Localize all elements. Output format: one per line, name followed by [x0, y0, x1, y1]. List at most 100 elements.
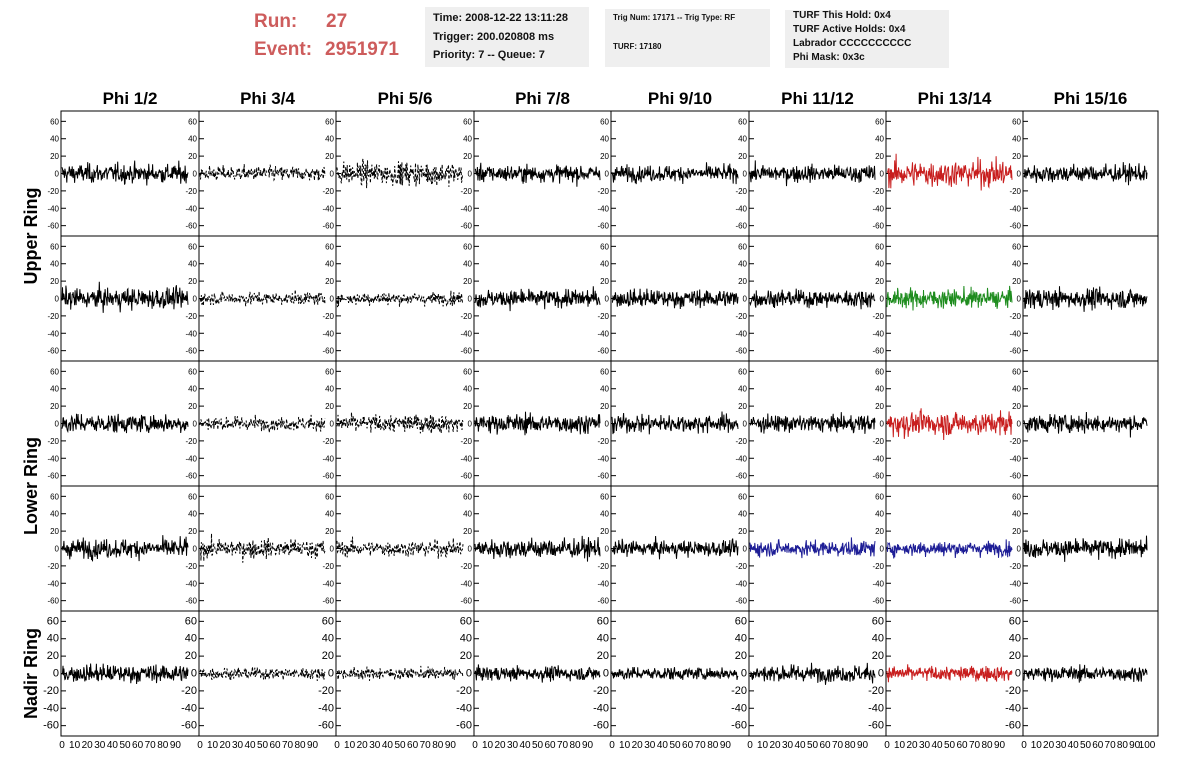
y-tick-label: -40	[597, 454, 609, 463]
y-tick-label: 40	[738, 260, 747, 269]
y-tick-label: -60	[47, 347, 59, 356]
y-tick-label: 20	[1012, 527, 1021, 536]
y-tick-label: 0	[605, 295, 610, 304]
waveform-trace	[749, 412, 876, 434]
y-tick-label: -20	[597, 437, 609, 446]
y-tick-label: -60	[185, 472, 197, 481]
x-tick-label: 90	[994, 740, 1006, 751]
y-tick-label: -20	[872, 187, 884, 196]
y-tick-label: 60	[188, 492, 197, 501]
y-tick-label: -20	[1009, 312, 1021, 321]
y-tick-label: 40	[1009, 633, 1021, 645]
y-tick-label: 20	[735, 650, 747, 662]
x-tick-label: 10	[619, 740, 631, 751]
y-tick-label: 20	[600, 402, 609, 411]
y-tick-label: 0	[468, 295, 473, 304]
y-tick-label: 0	[330, 295, 335, 304]
y-tick-label: 0	[191, 668, 197, 680]
turf-active-text: TURF Active Holds: 0x4	[793, 24, 906, 35]
y-tick-label: 20	[463, 152, 472, 161]
x-tick-label: 60	[132, 740, 144, 751]
x-tick-label: 10	[482, 740, 494, 751]
x-tick-label: 80	[294, 740, 306, 751]
y-tick-label: -20	[185, 312, 197, 321]
waveform-trace	[611, 666, 739, 681]
y-tick-label: 60	[735, 615, 747, 627]
y-tick-label: -60	[460, 347, 472, 356]
y-tick-label: -20	[872, 562, 884, 571]
y-tick-label: 40	[875, 260, 884, 269]
y-tick-label: 20	[188, 527, 197, 536]
y-tick-label: 0	[880, 295, 885, 304]
x-tick-label: 20	[769, 740, 781, 751]
y-tick-label: 0	[468, 420, 473, 429]
x-tick-label: 20	[906, 740, 918, 751]
y-tick-label: 40	[1012, 510, 1021, 519]
x-tick-label: 80	[1117, 740, 1129, 751]
y-tick-label: 40	[50, 385, 59, 394]
y-tick-label: -40	[322, 329, 334, 338]
waveform-trace	[1023, 411, 1148, 438]
y-tick-label: -40	[185, 329, 197, 338]
y-tick-label: 40	[47, 633, 59, 645]
y-tick-label: -40	[181, 702, 197, 714]
y-tick-label: 0	[193, 545, 198, 554]
y-tick-label: -20	[735, 437, 747, 446]
y-tick-label: -20	[1009, 562, 1021, 571]
y-tick-label: -20	[460, 437, 472, 446]
y-tick-label: -40	[868, 702, 884, 714]
y-tick-label: -40	[1009, 329, 1021, 338]
x-tick-label: 70	[695, 740, 707, 751]
x-tick-label: 60	[269, 740, 281, 751]
x-tick-label: 50	[532, 740, 544, 751]
y-tick-label: 20	[50, 527, 59, 536]
waveform-trace	[749, 160, 876, 187]
x-tick-label: 70	[145, 740, 157, 751]
y-tick-label: 20	[875, 277, 884, 286]
waveform-trace	[336, 290, 464, 308]
y-tick-label: -60	[735, 597, 747, 606]
y-tick-label: 20	[185, 650, 197, 662]
y-tick-label: -20	[868, 685, 884, 697]
waveform-trace	[336, 157, 464, 189]
y-tick-label: -40	[872, 454, 884, 463]
y-tick-label: 0	[55, 420, 60, 429]
y-tick-label: -40	[597, 329, 609, 338]
x-tick-label: 30	[232, 740, 244, 751]
x-tick-label: 10	[894, 740, 906, 751]
waveform-trace	[886, 664, 1013, 683]
y-tick-label: -40	[597, 204, 609, 213]
y-tick-label: 0	[193, 170, 198, 179]
x-tick-label: 60	[682, 740, 694, 751]
x-tick-label: 40	[1068, 740, 1080, 751]
y-tick-label: -60	[735, 222, 747, 231]
x-tick-label: 20	[1043, 740, 1055, 751]
y-tick-label: 0	[53, 668, 59, 680]
x-tick-label: 30	[1055, 740, 1067, 751]
y-tick-label: -20	[597, 312, 609, 321]
waveform-trace	[886, 408, 1013, 441]
x-tick-label: 70	[969, 740, 981, 751]
column-title: Phi 9/10	[648, 89, 712, 108]
x-tick-label: 70	[832, 740, 844, 751]
waveform-trace	[61, 413, 189, 434]
waveform-trace	[199, 533, 326, 563]
y-tick-label: -40	[1009, 454, 1021, 463]
y-tick-label: 60	[185, 615, 197, 627]
x-tick-label: 30	[507, 740, 519, 751]
y-tick-label: 0	[605, 170, 610, 179]
x-tick-label: 90	[170, 740, 182, 751]
y-tick-label: 0	[603, 668, 609, 680]
y-tick-label: -20	[735, 312, 747, 321]
x-tick-label: 0	[884, 740, 890, 751]
y-tick-label: -60	[47, 472, 59, 481]
y-tick-label: 0	[55, 170, 60, 179]
x-tick-label: 70	[420, 740, 432, 751]
y-tick-label: 20	[463, 527, 472, 536]
y-tick-label: -20	[1005, 685, 1021, 697]
y-tick-label: -20	[47, 437, 59, 446]
column-title: Phi 1/2	[103, 89, 158, 108]
y-tick-label: 40	[460, 633, 472, 645]
x-tick-label: 40	[931, 740, 943, 751]
y-tick-label: 20	[47, 650, 59, 662]
